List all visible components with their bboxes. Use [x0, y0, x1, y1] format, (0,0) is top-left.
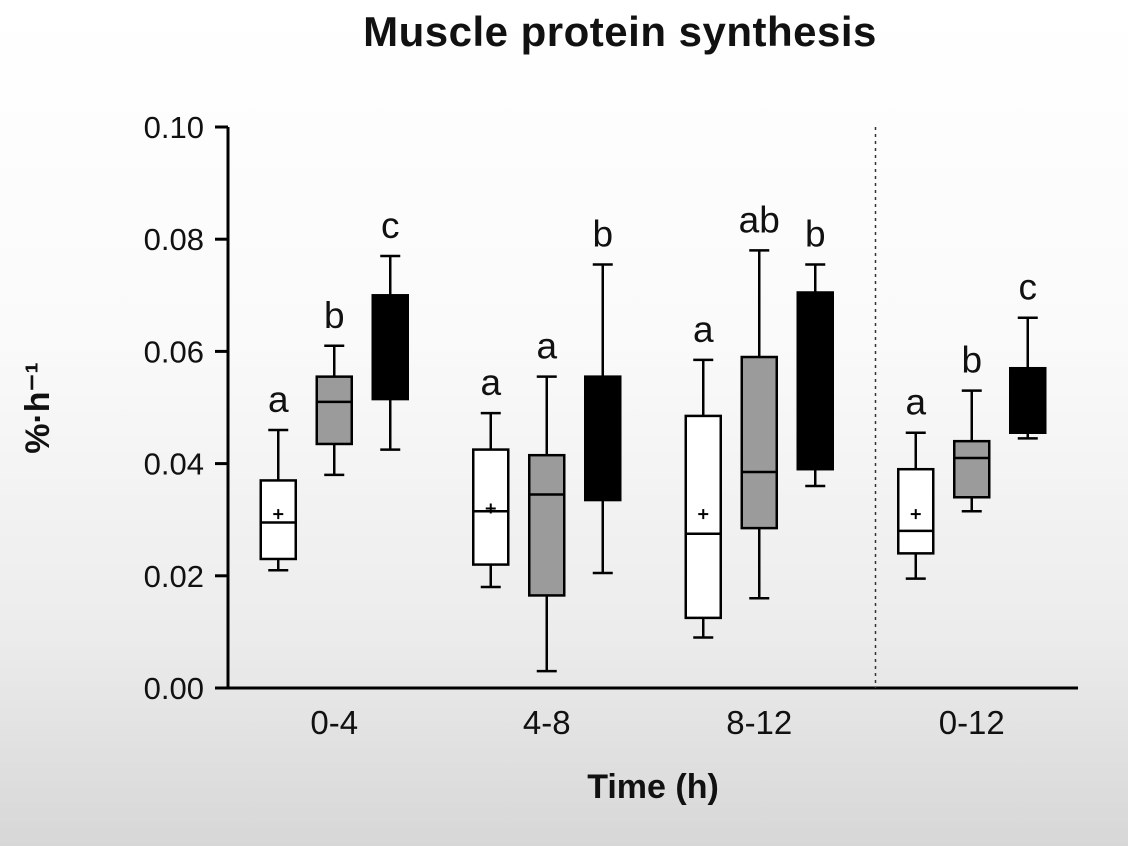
- box-gray-0-12: b: [953, 340, 991, 513]
- box-rect: [740, 355, 778, 530]
- significance-letter: c: [1019, 267, 1038, 308]
- significance-letter: a: [268, 379, 289, 420]
- box-rect: [953, 439, 991, 499]
- box-rect: [584, 375, 622, 502]
- significance-letter: a: [536, 326, 557, 367]
- box-white-4-8: a: [472, 362, 510, 589]
- box-gray-0-4: b: [315, 295, 353, 477]
- box-black-0-12: c: [1009, 267, 1047, 440]
- y-tick-label: 0.04: [144, 447, 204, 482]
- significance-letter: a: [693, 309, 714, 350]
- x-tick-label: 0-12: [939, 704, 1005, 741]
- box-gray-4-8: a: [528, 326, 566, 673]
- significance-letter: a: [905, 382, 926, 423]
- box-white-8-12: a: [684, 309, 722, 639]
- chart-title: Muscle protein synthesis: [363, 8, 877, 55]
- box-black-4-8: b: [584, 213, 622, 575]
- x-tick-label: 0-4: [310, 704, 358, 741]
- box-rect: [371, 294, 409, 401]
- y-tick-label: 0.08: [144, 222, 204, 257]
- box-rect: [796, 291, 834, 471]
- box-white-0-12: a: [897, 382, 935, 580]
- box-rect: [528, 453, 566, 597]
- significance-letter: c: [381, 205, 400, 246]
- y-tick-label: 0.06: [144, 334, 204, 369]
- box-gray-8-12: ab: [739, 199, 780, 600]
- box-black-8-12: b: [796, 213, 834, 488]
- significance-letter: a: [480, 362, 501, 403]
- box-black-0-4: c: [371, 205, 409, 451]
- significance-letter: b: [805, 213, 826, 254]
- significance-letter: b: [324, 295, 345, 336]
- x-tick-label: 4-8: [523, 704, 571, 741]
- y-tick-label: 0.00: [144, 671, 204, 706]
- y-tick-label: 0.02: [144, 559, 204, 594]
- x-axis-label: Time (h): [587, 768, 719, 806]
- y-tick-label: 0.10: [144, 110, 204, 145]
- box-white-0-4: a: [259, 379, 297, 572]
- box-rect: [259, 479, 297, 561]
- box-rect: [1009, 366, 1047, 434]
- box-rect: [315, 375, 353, 446]
- significance-letter: ab: [739, 199, 780, 240]
- significance-letter: b: [592, 213, 613, 254]
- significance-letter: b: [961, 340, 982, 381]
- x-tick-label: 8-12: [726, 704, 792, 741]
